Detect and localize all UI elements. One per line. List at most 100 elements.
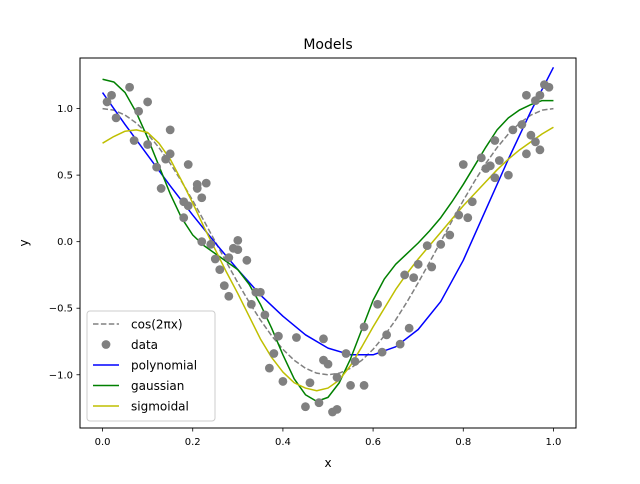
data-point-46: [323, 359, 333, 369]
data-point-67: [454, 210, 464, 220]
data-point-52: [350, 357, 360, 366]
data-point-36: [264, 363, 274, 373]
legend-label-1: data: [131, 338, 158, 352]
data-point-41: [301, 402, 310, 412]
x-tick-label-1: 0.2: [185, 437, 201, 448]
data-point-64: [427, 262, 437, 272]
data-point-62: [413, 259, 423, 269]
data-point-55: [373, 299, 382, 309]
data-point-42: [305, 378, 315, 388]
data-point-0: [102, 97, 112, 107]
y-axis-ticks: −1.0 −0.5 0.0 0.5 1.0: [49, 104, 80, 381]
data-point-70: [467, 197, 477, 207]
legend-label-2: polynomial: [131, 359, 197, 373]
data-point-82: [526, 130, 536, 140]
y-tick-label-0: −1.0: [49, 370, 73, 381]
data-point-88: [544, 82, 554, 92]
y-tick-label-3: 0.5: [57, 171, 73, 182]
data-point-29: [233, 235, 243, 245]
y-tick-label-4: 1.0: [57, 104, 73, 115]
data-point-50: [341, 349, 351, 358]
data-point-5: [134, 106, 144, 116]
data-point-49: [332, 373, 342, 382]
data-point-73: [485, 161, 495, 171]
legend-label-0: cos(2πx): [131, 318, 183, 332]
series-line-3: [102, 126, 554, 392]
data-point-6: [143, 97, 153, 107]
data-point-81: [522, 90, 531, 100]
data-point-31: [242, 255, 252, 265]
data-point-74: [490, 173, 500, 183]
data-point-65: [436, 239, 446, 249]
data-point-63: [422, 241, 432, 251]
y-tick-label-2: 0.0: [57, 237, 73, 248]
data-point-27: [224, 253, 234, 263]
data-point-19: [197, 193, 207, 203]
data-point-3: [125, 82, 134, 92]
data-point-26: [224, 291, 234, 301]
data-point-24: [215, 265, 225, 275]
y-tick-label-1: −0.5: [49, 304, 73, 315]
data-point-18: [192, 184, 202, 193]
data-point-85: [535, 145, 545, 155]
data-point-58: [395, 339, 405, 349]
y-axis-label: y: [17, 239, 31, 246]
data-point-23: [210, 254, 220, 264]
x-tick-label-3: 0.6: [365, 437, 381, 448]
data-point-30: [233, 245, 243, 255]
data-point-59: [400, 270, 410, 280]
x-tick-label-4: 0.8: [455, 437, 471, 448]
data-point-16: [183, 201, 193, 211]
data-point-71: [476, 153, 486, 163]
data-point-77: [503, 170, 513, 180]
x-tick-label-2: 0.4: [275, 437, 291, 448]
data-point-43: [314, 398, 324, 408]
legend: cos(2πx) data polynomial gaussian sigmoidal: [86, 310, 216, 422]
data-point-69: [463, 213, 473, 223]
x-tick-label-5: 1.0: [546, 437, 562, 448]
data-point-48: [332, 404, 342, 414]
data-point-56: [377, 347, 387, 357]
legend-label-3: gaussian: [131, 379, 184, 393]
data-point-15: [183, 160, 193, 169]
chart-title: Models: [303, 37, 352, 53]
data-point-84: [531, 137, 540, 147]
data-point-25: [219, 281, 229, 290]
data-point-38: [274, 331, 283, 341]
x-tick-label-0: 0.0: [95, 437, 111, 448]
data-point-35: [260, 310, 270, 320]
data-point-60: [404, 323, 414, 333]
data-point-34: [255, 287, 265, 297]
data-point-12: [165, 149, 175, 159]
legend-marker-1: [101, 340, 111, 349]
data-point-22: [206, 239, 216, 249]
data-point-1: [107, 90, 116, 100]
data-point-32: [246, 299, 256, 309]
scatter-layer: [102, 80, 554, 417]
data-point-66: [445, 230, 455, 240]
data-point-40: [292, 333, 301, 342]
data-point-53: [359, 381, 369, 390]
data-point-78: [508, 125, 518, 135]
data-point-39: [278, 377, 288, 386]
data-point-57: [382, 330, 392, 340]
x-axis-label: x: [324, 456, 331, 470]
data-point-37: [269, 349, 279, 358]
data-point-80: [522, 149, 531, 159]
data-point-9: [156, 184, 166, 193]
data-point-54: [359, 322, 369, 332]
data-point-68: [458, 160, 468, 169]
data-point-61: [409, 273, 419, 282]
data-point-51: [346, 381, 355, 390]
data-point-79: [517, 120, 527, 129]
x-axis-ticks: 0.0 0.2 0.4 0.6 0.8 1.0: [95, 428, 562, 448]
data-point-86: [535, 90, 545, 100]
data-point-20: [197, 237, 207, 247]
data-point-7: [143, 140, 153, 149]
axes-frame: [79, 57, 577, 429]
data-point-44: [319, 334, 328, 344]
series-line-0: [102, 107, 554, 376]
data-point-11: [165, 125, 175, 135]
